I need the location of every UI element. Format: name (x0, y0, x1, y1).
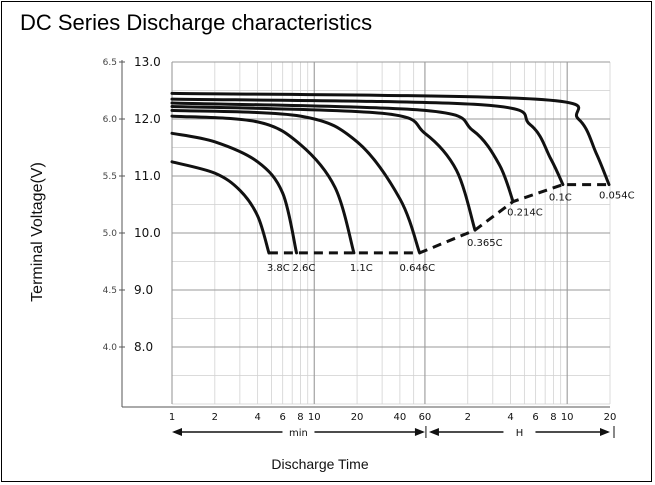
chart-title: DC Series Discharge characteristics (20, 10, 373, 35)
series-label: 0.1C (549, 193, 572, 204)
x-tick-label: 8 (550, 412, 556, 423)
series-label: 0.365C (467, 238, 503, 249)
series-label: 0.646C (400, 263, 436, 274)
x-tick-label: 10 (561, 412, 574, 423)
y-axis-title: Terminal Voltage(V) (29, 162, 46, 302)
y-tick-label-left: 4.5 (103, 286, 117, 296)
curve-1_1C (170, 114, 356, 255)
range-arrows: min H (172, 426, 615, 439)
x-tick-label: 20 (604, 412, 617, 423)
range-label: H (516, 428, 524, 439)
x-tick-label: 6 (532, 412, 538, 423)
range-arrowhead (414, 428, 425, 436)
y-tick-label: 11.0 (134, 169, 161, 183)
end-of-discharge-path (268, 183, 609, 255)
series-label: 3.8C (267, 263, 290, 274)
y-tick-label: 12.0 (134, 112, 161, 126)
x-tick-label: 20 (351, 412, 364, 423)
x-tick-label: 4 (507, 412, 513, 423)
range-arrowhead (600, 428, 610, 436)
x-tick-label: 2 (212, 412, 218, 423)
x-tick-label: 1 (169, 412, 175, 423)
curves (170, 91, 611, 255)
x-axis-title: Discharge Time (271, 456, 368, 472)
x-tick-label: 60 (419, 412, 432, 423)
y-tick-label: 10.0 (134, 226, 161, 240)
curve-0_646C (170, 108, 422, 255)
series-label: 1.1C (350, 263, 373, 274)
x-tick-label: 8 (297, 412, 303, 423)
range-label: min (289, 428, 308, 439)
series-label: 0.214C (507, 208, 543, 219)
x-tick-label: 10 (308, 412, 321, 423)
end-of-discharge-line (268, 183, 609, 255)
range-arrowhead (428, 428, 439, 436)
y-tick-label-left: 6.5 (103, 58, 117, 68)
y-tick-label: 8.0 (134, 340, 153, 354)
y-tick-label-left: 5.5 (103, 172, 117, 182)
curve-0_054C (170, 91, 611, 187)
y-tick-label: 9.0 (134, 283, 153, 297)
y-tick-label-left: 5.0 (103, 229, 118, 239)
tick-labels: 13.0 12.0 11.0 10.0 9.0 8.0 6.5 6.0 5.5 5.0 4.5 4.0… (103, 55, 617, 423)
y-tick-label: 13.0 (134, 55, 161, 69)
curve-0_365C (170, 105, 477, 232)
y-tick-label-left: 6.0 (103, 115, 118, 125)
curve-0_1C (170, 97, 565, 187)
y-tick-label-left: 4.0 (103, 343, 118, 353)
x-tick-label: 6 (280, 412, 286, 423)
x-tick-label: 4 (254, 412, 260, 423)
curve-3_8C (170, 160, 271, 255)
curve-2_6C (170, 131, 298, 255)
x-tick-label: 40 (394, 412, 407, 423)
range-arrowhead (172, 428, 182, 436)
series-labels: 3.8C 2.6C 1.1C 0.646C 0.365C 0.214C 0.1C 0.054C (267, 191, 635, 274)
series-label: 2.6C (292, 263, 315, 274)
x-tick-label: 2 (465, 412, 471, 423)
series-label: 0.054C (599, 191, 635, 202)
curve-0_214C (170, 101, 515, 204)
